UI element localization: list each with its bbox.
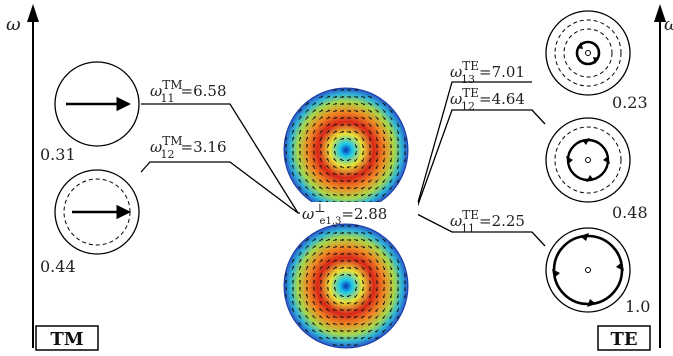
left-axis-label: ω xyxy=(6,14,21,35)
tm12-label: ωTM 12 =3.16 xyxy=(150,134,227,161)
te11-level-line xyxy=(414,212,546,247)
te-box-label: TE xyxy=(610,329,637,350)
tm11-coefficient: 0.31 xyxy=(40,145,76,164)
tm-box-label: TM xyxy=(50,329,83,350)
left-axis-arrow-icon xyxy=(27,4,39,22)
tm11-level-line xyxy=(141,103,299,214)
te12-mode-circle xyxy=(545,117,631,203)
field-plot-bottom xyxy=(283,223,409,349)
right-axis-arrow-icon xyxy=(654,4,666,22)
te13-coefficient: 0.23 xyxy=(612,93,648,112)
te11-mode-circle xyxy=(545,227,631,313)
te13-level-line xyxy=(414,81,532,214)
te13-mode-circle xyxy=(545,10,631,96)
right-axis-label: ω xyxy=(664,14,673,35)
te12-level-line xyxy=(414,109,546,214)
te11-coefficient: 1.0 xyxy=(625,297,650,316)
te11-label: ωTE 11 =2.25 xyxy=(450,208,525,235)
tm-box xyxy=(35,325,99,351)
tm12-coefficient: 0.44 xyxy=(40,257,76,276)
te12-coefficient: 0.48 xyxy=(612,203,648,222)
te12-label: ωTE 12 =4.64 xyxy=(450,86,525,113)
te13-label: ωTE 13 =7.01 xyxy=(450,59,525,86)
tm11-mode-circle xyxy=(54,61,140,147)
tm11-label: ωTM 11 =6.58 xyxy=(150,78,227,105)
tm12-level-line xyxy=(140,161,299,214)
center-mode-label: ω⊥ e1,3=2.88 xyxy=(302,201,387,227)
field-plot-top xyxy=(283,87,409,213)
tm12-mode-circle xyxy=(54,169,140,255)
te-box xyxy=(597,325,651,351)
